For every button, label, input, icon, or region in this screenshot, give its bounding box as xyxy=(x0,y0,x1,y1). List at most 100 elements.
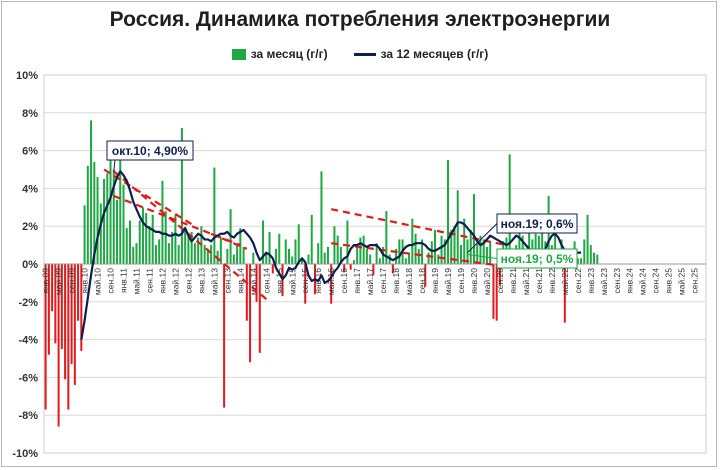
x-tick-label: май.20 xyxy=(482,268,492,295)
bar-monthly xyxy=(428,253,430,264)
bar-monthly xyxy=(398,239,400,264)
x-tick-label: янв.20 xyxy=(469,268,479,294)
annotation-label: ноя.19; 0,6% xyxy=(501,217,574,231)
bar-monthly xyxy=(405,258,407,264)
x-tick-label: сен.16 xyxy=(339,268,349,294)
bar-monthly xyxy=(165,211,167,264)
bar-monthly xyxy=(363,236,365,264)
bar-monthly xyxy=(431,241,433,264)
x-tick-label: сен.09 xyxy=(67,268,77,294)
bar-monthly xyxy=(311,215,313,264)
x-tick-label: май.09 xyxy=(54,268,64,295)
x-tick-label: сен.23 xyxy=(612,268,622,294)
bar-monthly xyxy=(184,228,186,264)
x-tick-label: янв.12 xyxy=(157,268,167,294)
bar-monthly xyxy=(178,245,180,264)
bar-monthly xyxy=(454,226,456,264)
bar-monthly xyxy=(148,226,150,264)
bar-monthly xyxy=(174,215,176,264)
bar-monthly xyxy=(356,245,358,264)
bar-monthly xyxy=(252,253,254,264)
x-tick-label: май.22 xyxy=(560,268,570,295)
bar-monthly xyxy=(369,255,371,264)
bar-monthly xyxy=(132,247,134,264)
x-tick-label: сен.24 xyxy=(651,268,661,294)
y-tick-label: -2% xyxy=(18,297,38,309)
bar-monthly xyxy=(324,253,326,264)
y-tick-label: 6% xyxy=(22,146,38,158)
y-tick-label: -8% xyxy=(18,410,38,422)
bar-monthly xyxy=(87,166,89,264)
x-tick-label: сен.22 xyxy=(573,268,583,294)
y-tick-label: -10% xyxy=(12,448,38,460)
bar-monthly xyxy=(233,255,235,264)
bar-monthly xyxy=(145,213,147,264)
x-tick-label: янв.25 xyxy=(664,268,674,294)
bar-monthly xyxy=(90,120,92,264)
bar-monthly xyxy=(470,230,472,264)
x-tick-label: май.18 xyxy=(404,268,414,295)
bar-monthly xyxy=(587,215,589,264)
bar-monthly xyxy=(294,239,296,264)
bar-monthly xyxy=(213,168,215,264)
x-tick-label: сен.20 xyxy=(495,268,505,294)
y-tick-label: 2% xyxy=(22,221,38,233)
bar-monthly xyxy=(168,243,170,264)
bar-monthly xyxy=(411,219,413,264)
x-tick-label: май.25 xyxy=(677,268,687,295)
bar-monthly xyxy=(129,221,131,264)
x-tick-label: май.12 xyxy=(170,268,180,295)
bar-monthly xyxy=(275,249,277,264)
bar-monthly xyxy=(320,171,322,264)
x-tick-label: сен.10 xyxy=(106,268,116,294)
bar-monthly xyxy=(123,185,125,264)
bar-monthly xyxy=(106,173,108,264)
x-tick-label: май.24 xyxy=(638,268,648,295)
bar-monthly xyxy=(265,255,267,264)
bar-monthly xyxy=(486,247,488,264)
bar-monthly xyxy=(298,224,300,264)
bar-monthly xyxy=(158,239,160,264)
bar-monthly xyxy=(226,249,228,264)
x-tick-label: сен.12 xyxy=(183,268,193,294)
x-tick-label: май.17 xyxy=(365,268,375,295)
bar-monthly xyxy=(285,239,287,264)
bar-monthly xyxy=(278,234,280,264)
bar-monthly xyxy=(359,238,361,264)
x-tick-label: май.11 xyxy=(131,268,141,295)
bar-monthly xyxy=(269,232,271,264)
x-tick-label: сен.17 xyxy=(378,268,388,294)
x-tick-label: сен.11 xyxy=(144,268,154,293)
bar-monthly xyxy=(116,200,118,264)
bar-monthly xyxy=(590,245,592,264)
bar-monthly xyxy=(110,158,112,264)
x-tick-label: сен.15 xyxy=(300,268,310,294)
bar-monthly xyxy=(593,253,595,264)
x-tick-label: сен.19 xyxy=(456,268,466,294)
bar-monthly xyxy=(580,258,582,264)
x-tick-label: май.23 xyxy=(599,268,609,295)
bar-monthly xyxy=(84,205,86,264)
x-tick-label: янв.09 xyxy=(41,268,51,294)
bar-monthly xyxy=(307,255,309,264)
bar-monthly xyxy=(476,243,478,264)
y-tick-label: 10% xyxy=(16,70,38,82)
x-tick-label: янв.17 xyxy=(352,268,362,294)
x-tick-label: май.19 xyxy=(443,268,453,295)
bar-monthly xyxy=(447,160,449,264)
bar-monthly xyxy=(119,151,121,264)
bar-monthly xyxy=(288,249,290,264)
x-tick-label: сен.13 xyxy=(222,268,232,294)
x-tick-label: май.13 xyxy=(209,268,219,295)
x-tick-label: сен.18 xyxy=(417,268,427,294)
y-tick-label: -4% xyxy=(18,335,38,347)
bar-monthly xyxy=(243,247,245,264)
x-tick-label: янв.24 xyxy=(625,268,635,294)
annotation-leader xyxy=(114,160,115,171)
y-tick-label: -6% xyxy=(18,372,38,384)
bar-monthly xyxy=(434,230,436,264)
bar-monthly xyxy=(509,154,511,264)
bar-monthly xyxy=(353,260,355,264)
bar-monthly xyxy=(152,215,154,264)
bar-monthly xyxy=(441,236,443,264)
